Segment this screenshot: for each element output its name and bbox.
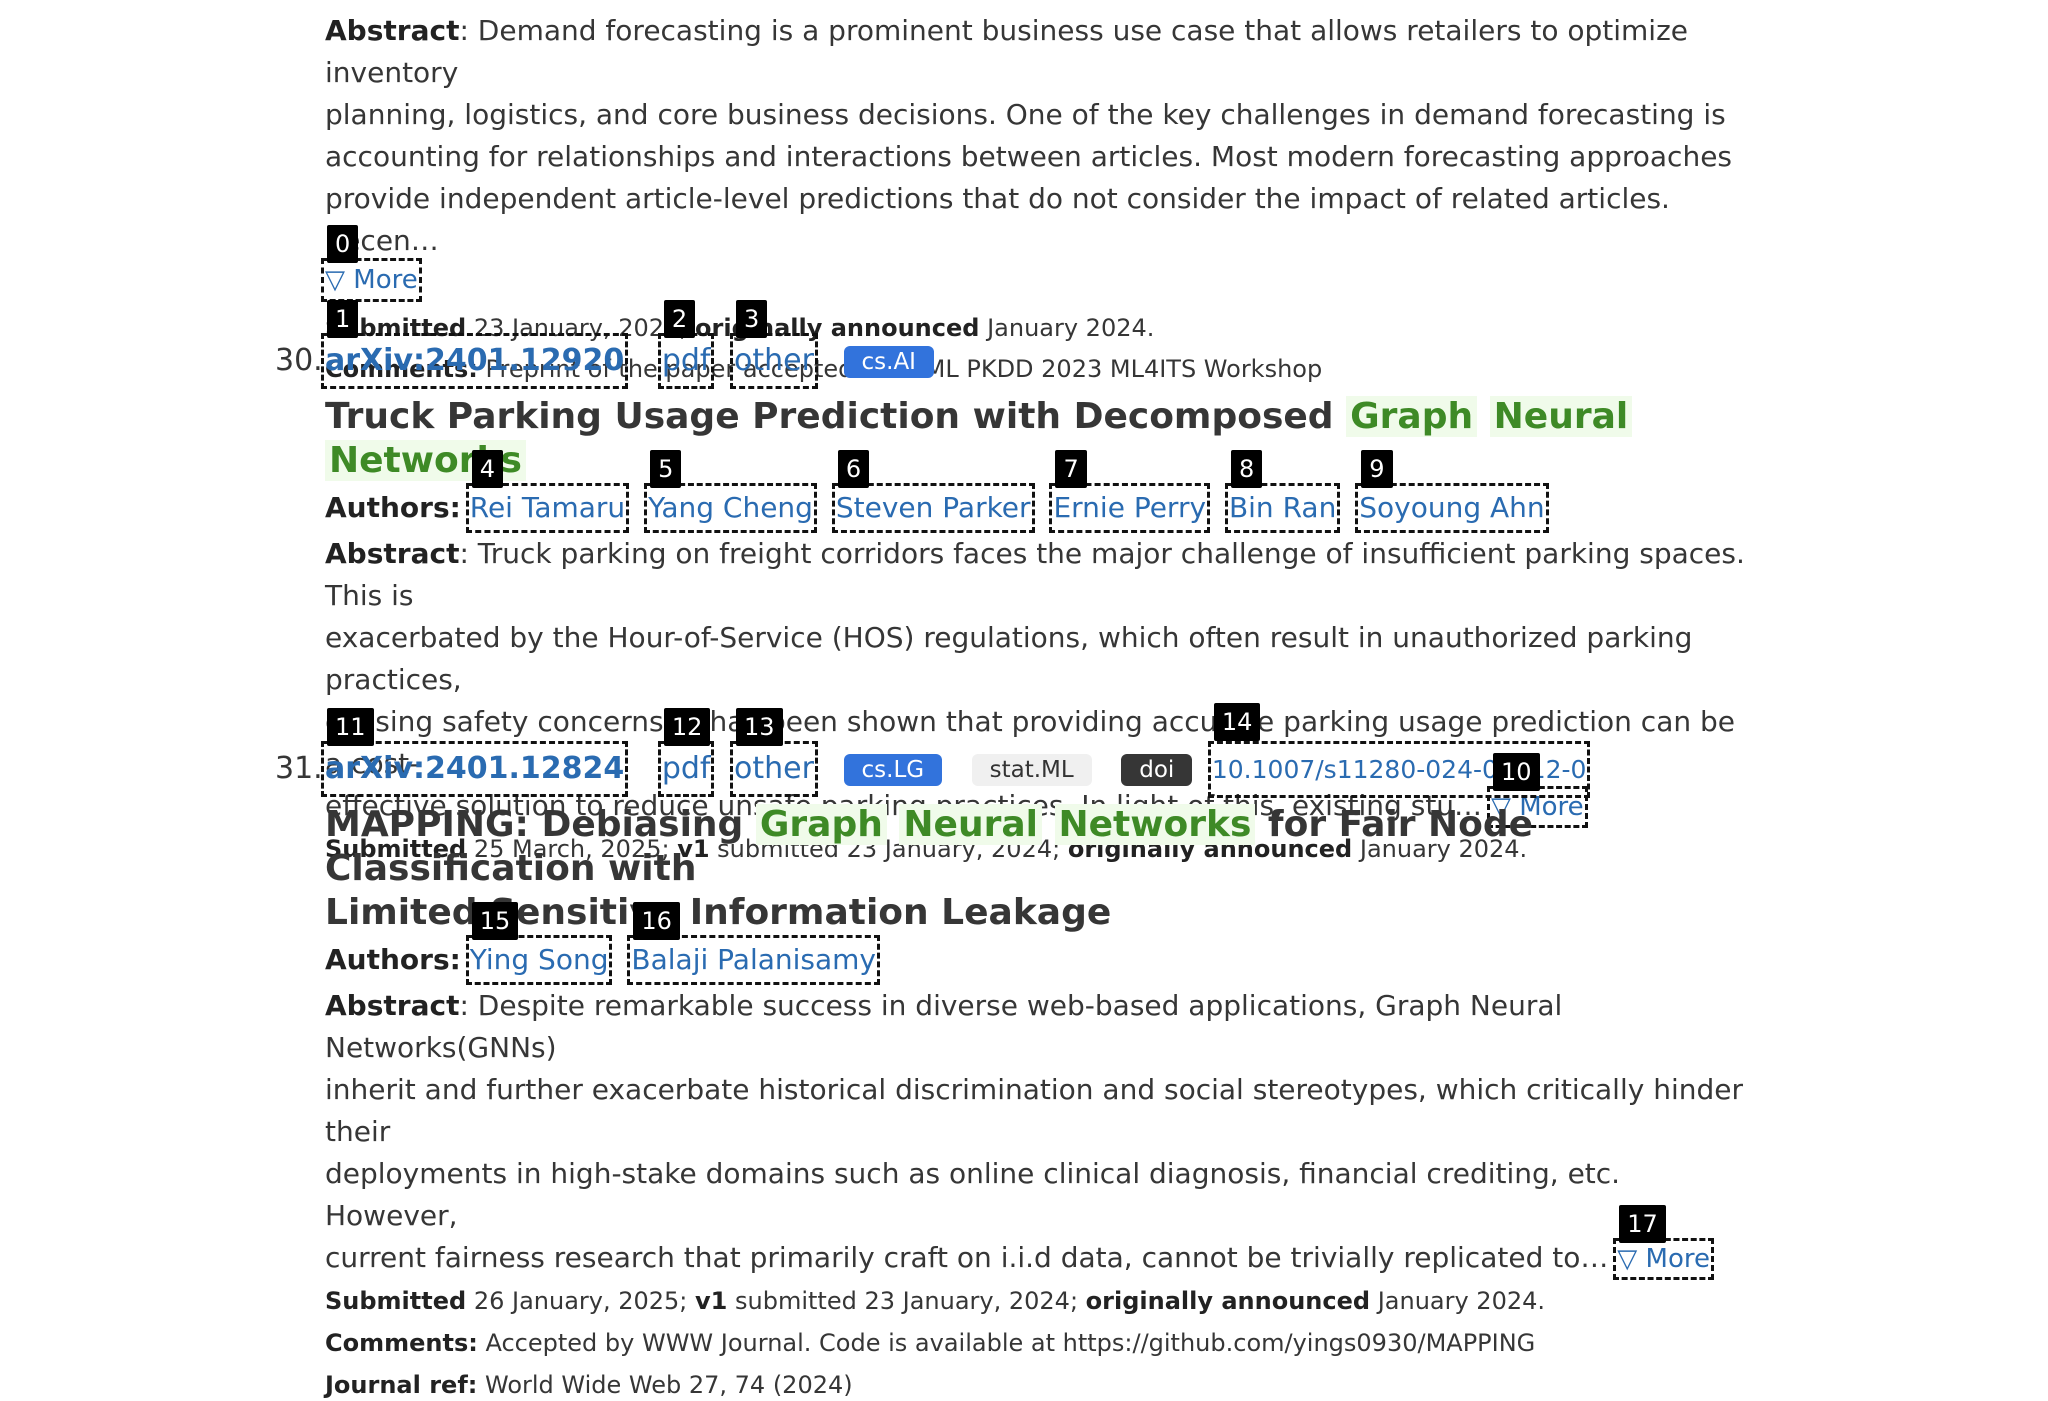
author-link[interactable]: 6 Steven Parker [831,450,1035,533]
comments: Comments: Accepted by WWW Journal. Code … [325,1329,1536,1357]
marker-5: 5 [650,450,682,488]
authors-list: Authors: 15 Ying Song 16 Balaji Palanisamy [325,902,1755,985]
identifier-row: 31. 11 arXiv:2401.12824 12 pdf 13 other … [275,703,1755,798]
abstract-more-button[interactable]: 17 ▽ More [1613,1205,1714,1280]
marker-0: 0 [327,225,359,263]
abstract-more-button[interactable]: 0 ▽ More [321,225,422,302]
result-number: 30. [275,343,323,378]
abstract-label: Abstract [325,14,460,47]
category-badge-secondary: stat.ML [971,753,1092,786]
search-results-page: Abstract: Demand forecasting is a promin… [275,10,1755,1399]
arxiv-id-link[interactable]: 1 arXiv:2401.12920 [320,300,629,389]
marker-8: 8 [1230,450,1263,488]
marker-17: 17 [1619,1205,1666,1243]
marker-7: 7 [1055,450,1087,488]
journal-ref: Journal ref: World Wide Web 27, 74 (2024… [325,1371,853,1399]
marker-2: 2 [663,300,696,338]
category-badge: cs.LG [843,753,943,786]
abstract-more-button[interactable]: 10 ▽ More [1486,753,1588,828]
abstract: Abstract: Truck parking on freight corri… [325,537,1745,828]
submission-info: Submitted 26 January, 2025; v1 submitted… [325,1287,1546,1315]
abstract: Abstract: Demand forecasting is a promin… [325,14,1733,257]
identifier-row: 30. 1 arXiv:2401.12920 2 pdf 3 other cs.… [275,300,1755,389]
author-link[interactable]: 15 Ying Song [465,902,613,985]
marker-13: 13 [736,708,783,746]
category-badge: cs.AI [843,345,934,378]
author-link[interactable]: 7 Ernie Perry [1049,450,1211,533]
paper-title: MAPPING: Debiasing Graph Neural Networks… [325,804,1534,933]
marker-10: 10 [1492,753,1540,791]
author-link[interactable]: 16 Balaji Palanisamy [627,902,880,985]
pdf-link[interactable]: 2 pdf [657,300,715,389]
marker-6: 6 [837,450,870,488]
pdf-link[interactable]: 12 pdf [657,708,715,797]
marker-4: 4 [471,450,504,488]
other-formats-link[interactable]: 13 other [730,708,818,797]
marker-3: 3 [736,300,768,338]
result-entry-29: Abstract: Demand forecasting is a promin… [321,10,1755,385]
result-entry-31: 31. 11 arXiv:2401.12824 12 pdf 13 other … [275,703,1755,1401]
abstract: Abstract: Despite remarkable success in … [325,989,1743,1280]
author-link[interactable]: 8 Bin Ran [1224,450,1341,533]
result-number: 31. [275,751,323,786]
result-entry-30: 30. 1 arXiv:2401.12920 2 pdf 3 other cs.… [275,300,1755,865]
paper-title: Truck Parking Usage Prediction with Deco… [325,395,1755,483]
other-formats-link[interactable]: 3 other [730,300,818,389]
marker-9: 9 [1361,450,1393,488]
arxiv-id-link[interactable]: 11 arXiv:2401.12824 [320,708,629,797]
doi-badge: doi [1121,753,1193,786]
marker-1: 1 [327,300,359,338]
marker-11: 11 [327,708,374,746]
marker-16: 16 [633,902,680,940]
marker-15: 15 [471,902,519,940]
marker-12: 12 [663,708,711,746]
author-link[interactable]: 5 Yang Cheng [644,450,817,533]
authors-list: Authors: 4 Rei Tamaru 5 Yang Cheng 6 Steven… [325,450,1755,533]
marker-14: 14 [1213,703,1261,741]
author-link[interactable]: 9 Soyoung Ahn [1355,450,1549,533]
author-link[interactable]: 4 Rei Tamaru [465,450,630,533]
